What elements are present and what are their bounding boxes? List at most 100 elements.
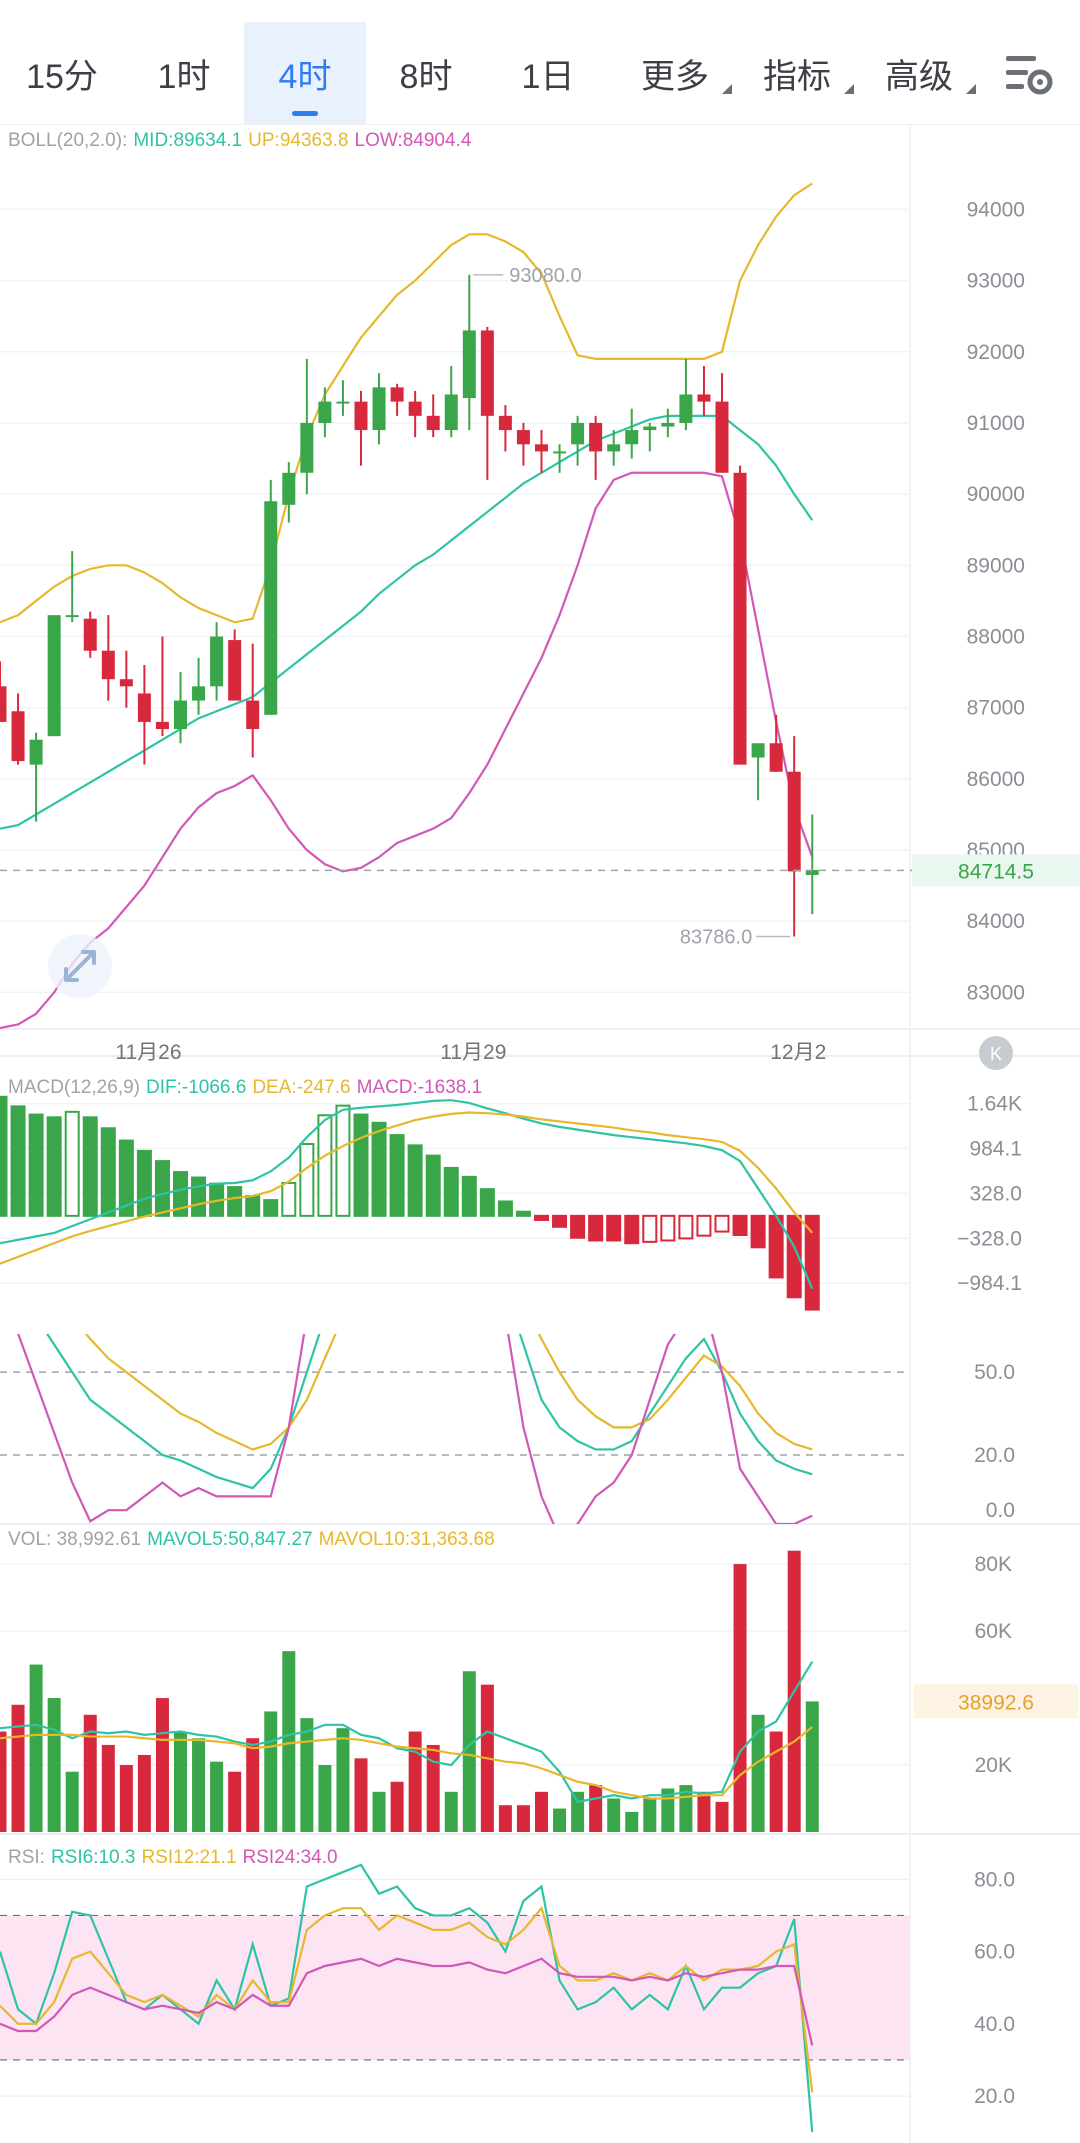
volume-bar	[408, 1731, 422, 1832]
macd-histogram-bar	[407, 1144, 423, 1217]
macd-legend-part: MACD(12,26,9)	[8, 1077, 140, 1098]
mavol5-line	[0, 1661, 814, 1804]
boll-legend-part: LOW:84904.4	[355, 130, 472, 151]
volume-bar	[498, 1805, 512, 1832]
rsi-legend-part: RSI6:10.3	[51, 1847, 136, 1868]
chart-canvas[interactable]: 94000 93000 92000 91000 90000 89000 88000 87000…	[0, 124, 1080, 2143]
tab-more[interactable]: 更多	[620, 22, 732, 124]
volume-bar	[155, 1698, 169, 1832]
price-tick-label: 89000	[967, 554, 1025, 577]
volume-bar	[0, 1731, 7, 1832]
kdj-panel	[0, 1334, 910, 1524]
macd-histogram-bar	[10, 1105, 26, 1217]
rsi-legend-part: RSI:	[8, 1847, 45, 1868]
macd-histogram-bar	[281, 1182, 297, 1217]
candle-body	[155, 721, 169, 730]
candle-body	[318, 401, 332, 423]
candlestick-series	[0, 274, 819, 937]
candle-body	[679, 394, 693, 423]
tab-1h[interactable]: 1时	[157, 57, 211, 96]
macd-histogram-bar	[353, 1113, 369, 1217]
last-price-tag	[912, 854, 1080, 887]
volume-bar	[589, 1785, 603, 1832]
expand-chart-icon[interactable]	[48, 934, 112, 998]
candle-body	[787, 771, 801, 872]
macd-histogram-bar	[515, 1210, 531, 1217]
candle-body	[625, 430, 639, 445]
tab-8h[interactable]: 8时	[399, 57, 453, 96]
candle-body	[498, 415, 512, 431]
macd-legend-part: MACD:-1638.1	[357, 1077, 483, 1098]
volume-bar	[29, 1664, 43, 1832]
boll-lower-line	[0, 471, 814, 1030]
kdj-tick-label: 20.0	[974, 1444, 1015, 1467]
chart-settings-icon[interactable]	[1004, 52, 1054, 98]
rsi12-line	[0, 1905, 814, 2093]
macd-histogram-bar	[588, 1214, 604, 1242]
macd-histogram-bar	[371, 1121, 387, 1217]
macd-histogram-bar	[100, 1127, 116, 1217]
kdj-tick-label: 50.0	[974, 1361, 1015, 1384]
macd-histogram-bar	[28, 1113, 44, 1217]
grid-lines	[0, 124, 1080, 2143]
price-tick-label: 87000	[967, 697, 1025, 720]
macd-histogram-bar	[642, 1214, 658, 1243]
candle-body	[643, 426, 657, 431]
volume-legend-part: VOL: 38,992.61	[8, 1529, 141, 1550]
macd-histogram-bar	[479, 1188, 495, 1217]
macd-histogram-bar	[534, 1214, 549, 1221]
k-logo-icon: K	[979, 1036, 1013, 1070]
volume-bar	[426, 1744, 440, 1832]
volume-bar	[101, 1744, 115, 1832]
rsi-tick-label: 60.0	[974, 1941, 1015, 1964]
tab-15m[interactable]: 15分	[26, 57, 98, 96]
rsi-tick-label: 20.0	[974, 2085, 1015, 2108]
candle-body	[444, 394, 458, 431]
candle-body	[354, 401, 368, 431]
rsi-tick-label: 80.0	[974, 1868, 1015, 1891]
price-tick-label: 93000	[967, 270, 1025, 293]
volume-tick-label: 20K	[975, 1754, 1012, 1777]
volume-tick-label: 60K	[975, 1620, 1012, 1643]
macd-legend-part: DEA:-247.6	[252, 1077, 350, 1098]
volume-bar	[264, 1711, 278, 1832]
rsi-tick-label: 40.0	[974, 2013, 1015, 2036]
macd-histogram-bar	[154, 1160, 170, 1217]
candle-body	[733, 472, 747, 765]
macd-histogram-bar	[696, 1214, 712, 1237]
kdj-tick-label: 0.0	[986, 1499, 1015, 1522]
candle-body	[119, 679, 133, 687]
macd-tick-label: 984.1	[969, 1138, 1022, 1161]
volume-bar	[769, 1731, 783, 1832]
volume-bar	[11, 1704, 25, 1832]
dropdown-caret-icon	[966, 84, 976, 94]
price-tick-label: 84000	[967, 910, 1025, 933]
candle-body	[462, 330, 476, 399]
volume-bar	[715, 1801, 729, 1832]
candle-body	[408, 401, 422, 416]
dropdown-caret-icon	[844, 84, 854, 94]
candle-body	[661, 422, 675, 427]
boll-legend-part: BOLL(20,2.0):	[8, 130, 127, 151]
tab-1d[interactable]: 1日	[521, 57, 575, 96]
tab-4h[interactable]: 4时	[244, 22, 366, 124]
volume-bar	[137, 1754, 151, 1832]
volume-bar	[174, 1731, 187, 1832]
macd-panel	[0, 1095, 820, 1311]
price-tick-label: 91000	[967, 412, 1025, 435]
candle-body	[769, 743, 783, 772]
tab-advanced[interactable]: 高级	[864, 22, 976, 124]
macd-histogram-bar	[497, 1200, 513, 1217]
volume-bar	[625, 1811, 639, 1832]
macd-legend-part: DIF:-1066.6	[146, 1077, 246, 1098]
tab-indicators[interactable]: 指标	[742, 22, 854, 124]
boll-panel	[0, 182, 814, 1030]
candle-body	[751, 743, 765, 758]
macd-histogram-bar	[245, 1195, 261, 1217]
candle-body	[101, 650, 115, 680]
volume-bar	[697, 1791, 711, 1832]
volume-bar	[228, 1771, 242, 1832]
candle-body	[174, 700, 187, 730]
timeframe-toolbar: 15分 1时 4时 8时 1日 更多 指标 高级	[0, 0, 1080, 125]
candle-body	[372, 387, 386, 431]
